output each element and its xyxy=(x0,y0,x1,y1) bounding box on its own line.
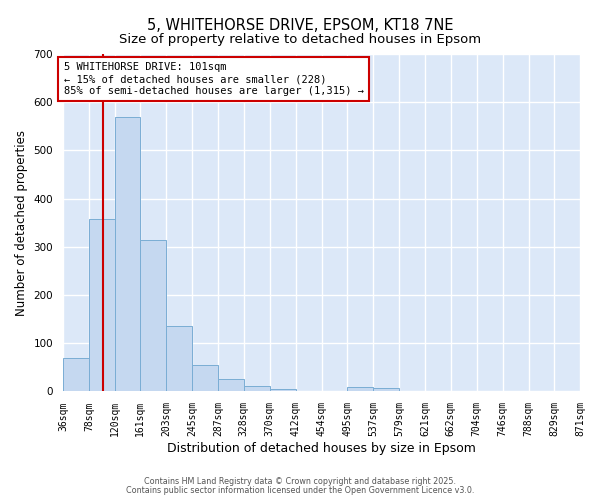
Bar xyxy=(89,219,115,392)
X-axis label: Distribution of detached houses by size in Epsom: Distribution of detached houses by size … xyxy=(167,442,476,455)
Bar xyxy=(270,389,296,392)
Bar xyxy=(193,365,218,392)
Y-axis label: Number of detached properties: Number of detached properties xyxy=(15,130,28,316)
Bar xyxy=(140,240,166,392)
Text: Size of property relative to detached houses in Epsom: Size of property relative to detached ho… xyxy=(119,32,481,46)
Bar xyxy=(63,358,89,392)
Text: Contains HM Land Registry data © Crown copyright and database right 2025.: Contains HM Land Registry data © Crown c… xyxy=(144,477,456,486)
Text: Contains public sector information licensed under the Open Government Licence v3: Contains public sector information licen… xyxy=(126,486,474,495)
Text: 5 WHITEHORSE DRIVE: 101sqm
← 15% of detached houses are smaller (228)
85% of sem: 5 WHITEHORSE DRIVE: 101sqm ← 15% of deta… xyxy=(64,62,364,96)
Bar xyxy=(373,388,399,392)
Bar xyxy=(115,116,140,392)
Bar xyxy=(347,386,373,392)
Bar xyxy=(166,326,193,392)
Bar xyxy=(244,386,270,392)
Bar xyxy=(218,379,244,392)
Text: 5, WHITEHORSE DRIVE, EPSOM, KT18 7NE: 5, WHITEHORSE DRIVE, EPSOM, KT18 7NE xyxy=(147,18,453,32)
